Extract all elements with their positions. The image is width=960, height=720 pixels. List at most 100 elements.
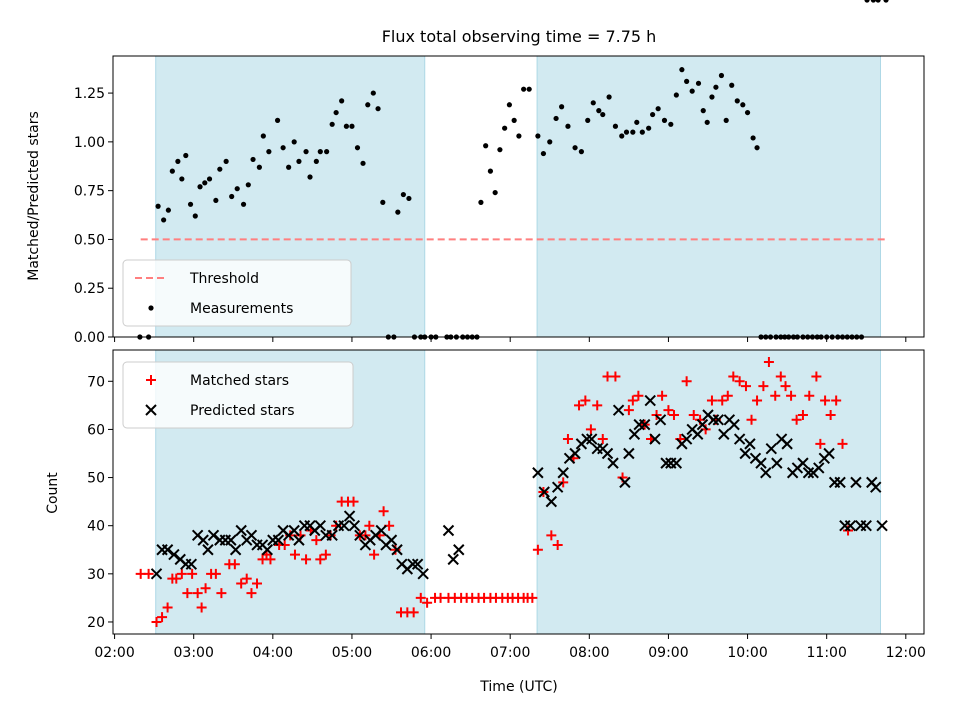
measurement-point (339, 98, 345, 104)
matched-point (364, 520, 375, 531)
measurement-point (623, 129, 630, 135)
x-tick-label: 10:00 (727, 645, 767, 661)
measurement-point (600, 111, 606, 118)
x-tick-label: 08:00 (569, 645, 609, 661)
measurement-point (547, 139, 553, 145)
predicted-point (569, 447, 581, 460)
x-tick-label: 11:00 (807, 645, 847, 661)
matched-point (775, 371, 786, 382)
predicted-point (288, 524, 300, 537)
predicted-point (168, 548, 180, 561)
matched-point (192, 588, 203, 599)
matched-point (229, 559, 240, 570)
matched-point (162, 602, 173, 613)
measurement-point (709, 94, 715, 100)
predicted-point (197, 534, 209, 546)
predicted-point (607, 457, 619, 469)
predicted-point (407, 558, 419, 570)
matched-point (797, 409, 808, 420)
plot-frame (112, 55, 925, 338)
predicted-point (261, 544, 273, 556)
predicted-point (348, 519, 361, 532)
matched-point (633, 390, 644, 401)
observing-interval (536, 349, 881, 635)
predicted-point (202, 544, 214, 556)
matched-point (171, 573, 182, 584)
measurement-point (521, 86, 527, 92)
predicted-point (755, 457, 767, 469)
predicted-point (532, 467, 544, 479)
measurement-point (202, 180, 208, 186)
measurement-point (713, 84, 719, 90)
predicted-point (601, 447, 614, 460)
matched-point (623, 405, 634, 416)
x-tick-label: 09:00 (648, 645, 688, 661)
predicted-point (557, 467, 569, 479)
matched-point (348, 496, 359, 507)
x-axis-label: Time (UTC) (479, 679, 557, 695)
measurement-point (540, 150, 547, 157)
measurement-point (634, 119, 640, 125)
measurement-point (380, 199, 386, 205)
measurement-point (406, 195, 412, 202)
measurement-point (183, 152, 189, 159)
matched-point (200, 583, 211, 594)
predicted-point (733, 433, 746, 445)
predicted-point (660, 457, 672, 469)
measurement-point (870, 0, 876, 3)
legend-label: Matched stars (190, 373, 289, 389)
predicted-point (411, 558, 424, 570)
measurement-point (875, 0, 881, 3)
panel-ratio: 0.00 0.25 0.50 0.75 1.00 1.25 Threshold Measure… (74, 0, 925, 346)
matched-point (592, 400, 603, 411)
predicted-point (391, 544, 403, 556)
matched-point (422, 597, 433, 608)
measurement-point (329, 121, 335, 127)
matched-point (320, 549, 331, 560)
predicted-point (707, 414, 720, 426)
measurement-point (365, 102, 371, 108)
matched-point (289, 549, 300, 560)
x-tick-label: 04:00 (253, 645, 293, 661)
measurement-point (370, 90, 376, 96)
predicted-point (581, 433, 593, 445)
matched-point (546, 530, 557, 541)
predicted-point (225, 534, 237, 546)
x-tick-label: 05:00 (332, 645, 372, 661)
legend-predicted-swatch (145, 404, 157, 416)
matched-point (657, 390, 668, 401)
measurement-point (572, 145, 578, 151)
y-tick-label: 0.00 (74, 330, 105, 346)
measurement-point (165, 207, 171, 213)
measurement-point (511, 117, 517, 123)
observing-interval (536, 55, 881, 338)
matched-point (210, 568, 221, 579)
predicted-point (728, 418, 740, 431)
measurement-point (234, 186, 240, 192)
predicted-point (314, 519, 327, 532)
predicted-point (649, 433, 661, 445)
measurement-point (286, 164, 292, 170)
matched-point (369, 549, 380, 560)
measurement-point (718, 72, 725, 79)
predicted-point (844, 519, 857, 532)
predicted-point (876, 519, 888, 532)
measurement-point (585, 117, 591, 123)
y-tick-label: 20 (87, 615, 105, 631)
measurement-point (497, 147, 503, 153)
measurement-point (535, 133, 541, 139)
predicted-point (781, 438, 793, 450)
matched-point (681, 376, 692, 387)
measurement-point (266, 149, 272, 155)
measurement-point (729, 82, 735, 88)
matched-point (301, 554, 312, 565)
measurement-point (673, 92, 679, 98)
measurement-point (646, 125, 652, 131)
matched-point (746, 414, 757, 425)
matched-point (311, 535, 322, 546)
predicted-point (207, 529, 220, 542)
matched-point (825, 409, 836, 420)
matched-point (758, 381, 769, 392)
matched-point (791, 414, 802, 425)
measurement-point (723, 117, 729, 123)
